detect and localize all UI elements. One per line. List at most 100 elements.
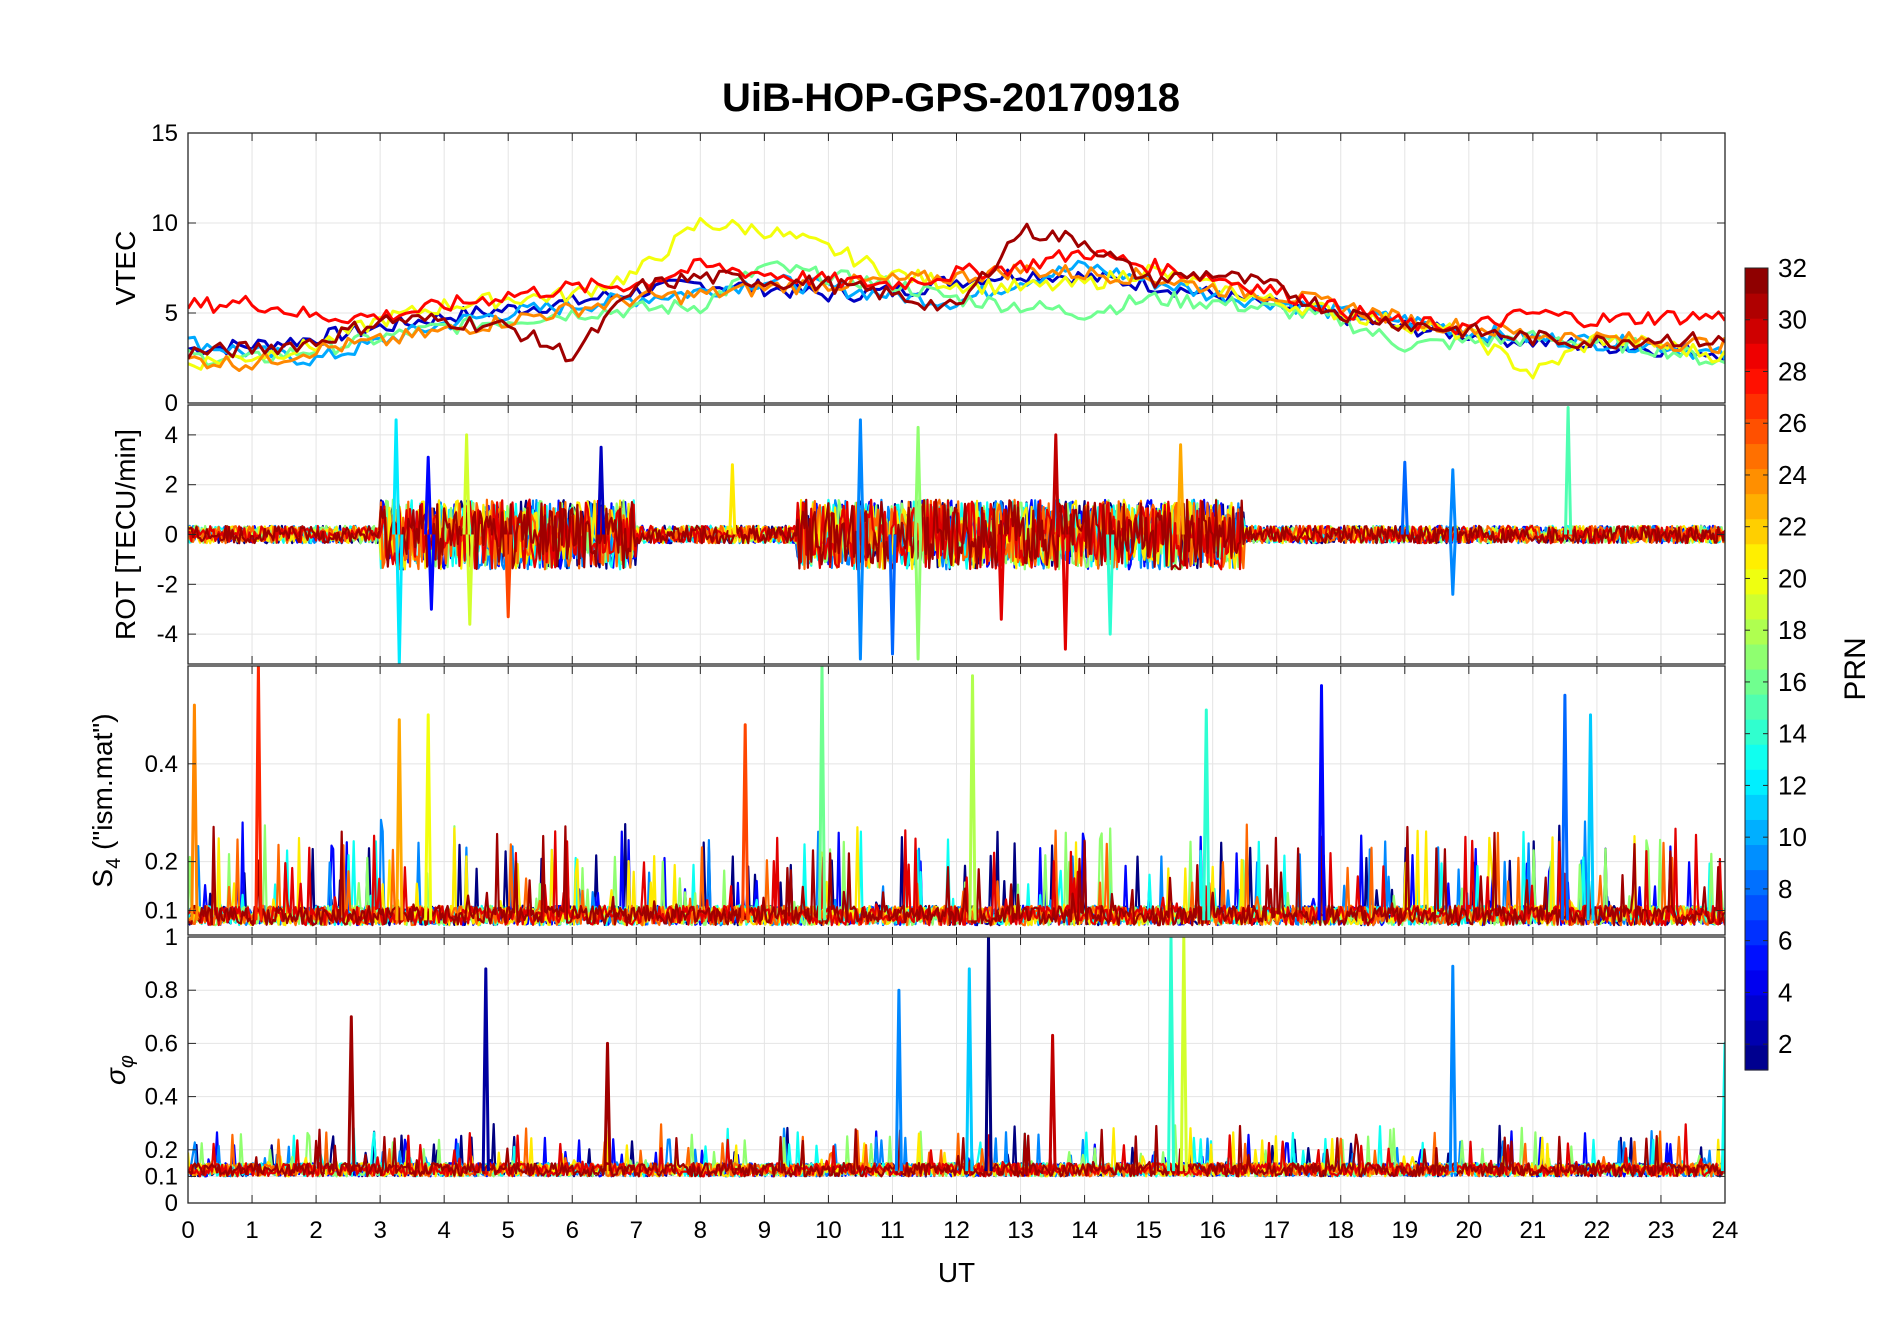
colorbar-segment (1745, 593, 1768, 620)
sigma_phi-spike-prn-11 (965, 967, 974, 1172)
x-tick-label: 13 (1007, 1217, 1034, 1244)
colorbar-tick-label: 2 (1778, 1029, 1792, 1059)
x-tick-label: 17 (1263, 1217, 1290, 1244)
colorbar-segment (1745, 719, 1768, 745)
x-tick-label: 15 (1135, 1217, 1162, 1244)
y-tick-label: 0.1 (145, 1163, 178, 1190)
colorbar-segment (1745, 1044, 1768, 1071)
colorbar-tick-label: 32 (1778, 253, 1807, 283)
y-tick-label: 0.6 (145, 1030, 178, 1057)
rot-spike-prn-12 (395, 534, 404, 664)
x-tick-label: 14 (1071, 1217, 1098, 1244)
colorbar-segment (1745, 418, 1768, 445)
colorbar-segment (1745, 819, 1768, 846)
rot-spike-prn-19 (462, 433, 471, 535)
x-tick-label: 10 (815, 1217, 842, 1244)
colorbar-tick-label: 28 (1778, 356, 1807, 386)
chart-title: UiB-HOP-GPS-20170918 (722, 76, 1180, 120)
colorbar-segment (1745, 1019, 1768, 1046)
colorbar-segment (1745, 343, 1768, 369)
colorbar-tick-label: 8 (1778, 874, 1792, 904)
s4-spike-prn-14 (1202, 708, 1211, 921)
rot-spike-prn-15 (1564, 406, 1573, 535)
x-tick-label: 0 (181, 1217, 194, 1244)
rot-spike-prn-21 (728, 463, 737, 535)
colorbar-segment (1745, 694, 1768, 720)
colorbar-tick-label: 20 (1778, 563, 1807, 593)
colorbar-segment (1745, 769, 1768, 795)
x-tick-label: 18 (1327, 1217, 1354, 1244)
s4-spike-prn-11 (1586, 713, 1595, 921)
rot-spike-prn-19 (465, 534, 474, 626)
colorbar-segment (1745, 443, 1768, 470)
s4-spike-prn-26 (741, 723, 750, 921)
colorbar-segment (1745, 518, 1768, 545)
s4-spike-prn-8 (1560, 693, 1569, 921)
colorbar-segment (1745, 468, 1768, 495)
s4-spike-prn-16 (818, 666, 827, 921)
x-tick-label: 5 (502, 1217, 515, 1244)
y-tick-label: -4 (157, 621, 178, 648)
y-tick-label: 4 (165, 422, 178, 449)
s4-spike-prn-24 (190, 703, 199, 921)
y-tick-label: 0 (165, 1190, 178, 1217)
sigma_phi-spike-prn-31 (603, 1041, 612, 1172)
sigma_phi-spike-prn-9 (894, 988, 903, 1172)
colorbar-segment (1745, 994, 1768, 1021)
colorbar-segment (1745, 293, 1768, 319)
colorbar-segment (1745, 969, 1768, 996)
rot-spike-prn-3 (597, 445, 606, 535)
vtec-series-prn-31 (188, 222, 1725, 363)
colorbar-tick-label: 14 (1778, 719, 1807, 749)
x-tick-label: 7 (630, 1217, 643, 1244)
colorbar-segment (1745, 894, 1768, 921)
rot-spike-prn-8 (1400, 460, 1409, 535)
y-tick-label: 10 (151, 210, 178, 237)
sigma_phi-spike-prn-31 (347, 1015, 356, 1172)
colorbar-tick-label: 12 (1778, 770, 1807, 800)
x-tick-label: 6 (566, 1217, 579, 1244)
vtec-series-prn-16 (188, 260, 1725, 367)
x-tick-label: 19 (1391, 1217, 1418, 1244)
x-tick-label: 1 (245, 1217, 258, 1244)
y-tick-label: 0.4 (145, 751, 178, 778)
rot-spike-prn-29 (997, 534, 1006, 621)
colorbar-tick-label: 18 (1778, 615, 1807, 645)
rot-spike-prn-30 (1051, 433, 1060, 535)
sigma_phi-spike-prn-30 (1048, 1033, 1057, 1172)
x-tick-label: 3 (373, 1217, 386, 1244)
colorbar-segment (1745, 844, 1768, 871)
colorbar-tick-label: 26 (1778, 408, 1807, 438)
y-tick-label: 2 (165, 472, 178, 499)
colorbar-tick-label: 6 (1778, 926, 1792, 956)
colorbar-segment (1745, 493, 1768, 520)
rot-spike-prn-5 (424, 455, 433, 535)
rot-spike-prn-9 (856, 534, 865, 661)
colorbar-tick-label: 4 (1778, 977, 1792, 1007)
rot-spike-prn-5 (427, 534, 436, 611)
colorbar-frame (1744, 267, 1769, 1071)
y-tick-label: 0.8 (145, 977, 178, 1004)
y-tick-label: 0 (165, 390, 178, 417)
y-tick-label: 5 (165, 300, 178, 327)
x-tick-label: 9 (758, 1217, 771, 1244)
x-tick-label: 8 (694, 1217, 707, 1244)
s4-spike-prn-18 (968, 674, 977, 921)
colorbar-segment (1745, 669, 1768, 695)
x-tick-label: 12 (943, 1217, 970, 1244)
sigma_phi-spike-prn-1 (984, 937, 993, 1172)
y-tick-label: 0.2 (145, 849, 178, 876)
rot-spike-prn-17 (914, 425, 923, 535)
rot-spike-prn-23 (1176, 443, 1185, 535)
panel-sigma_phi-data (188, 937, 1725, 1178)
colorbar-segment (1745, 919, 1768, 946)
vtec-series-prn-28 (188, 249, 1725, 336)
rot-spike-prn-9 (1448, 468, 1457, 535)
y-tick-label: 0 (165, 522, 178, 549)
colorbar-segment (1745, 944, 1768, 971)
x-tick-label: 23 (1648, 1217, 1675, 1244)
y-axis-label: S4 ("ism.mat") (87, 713, 125, 887)
x-tick-label: 4 (437, 1217, 450, 1244)
sigma_phi-spike-prn-19 (1179, 937, 1188, 1172)
y-axis-label: ROT [TECU/min] (110, 429, 141, 640)
